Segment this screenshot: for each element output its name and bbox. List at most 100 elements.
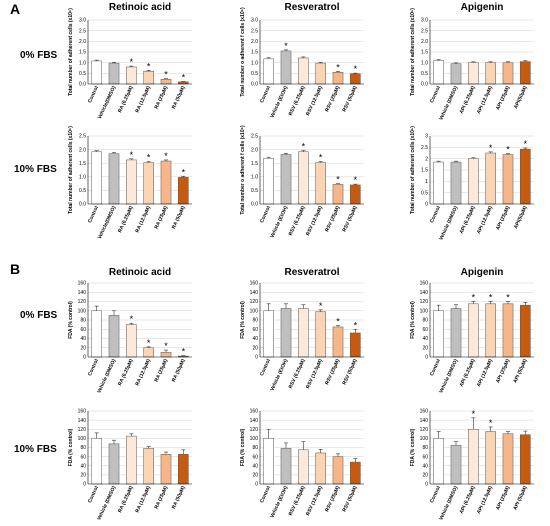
x-tick-label: Vehicle(DMSO): [97, 85, 118, 120]
bar: [433, 161, 444, 205]
chart-a-1-2: 0 0.5 1 1.5 2 2.5 3 Total number of adherent ce…: [410, 126, 534, 241]
bar: [468, 62, 479, 85]
bar: [485, 62, 496, 85]
y-tick-label: 0.5: [251, 71, 258, 77]
y-tick-label: 1.5: [251, 161, 258, 167]
chart-title: Resveratrol: [284, 2, 339, 13]
x-tick-label: API (6.25µM): [459, 205, 477, 235]
y-tick-label: 2.0: [251, 147, 258, 153]
y-axis-label: FDA (% control): [68, 428, 74, 466]
x-tick-label: RA (6.25µM): [117, 485, 135, 514]
bar: [332, 72, 344, 85]
y-tick-label: 160: [420, 281, 429, 287]
x-tick-label: API (12.5µM): [476, 85, 494, 115]
y-tick-label: 1.0: [251, 60, 258, 66]
bar: [178, 177, 189, 205]
bar: [450, 308, 462, 358]
x-tick-label: Vehicle (EtOH): [269, 205, 289, 239]
y-tick-label: 0: [425, 355, 428, 361]
bar: [91, 438, 102, 485]
significance-star: *: [164, 70, 168, 80]
y-tick-label: 1.5: [251, 50, 258, 56]
y-tick-label: 0: [255, 482, 258, 488]
y-tick-label: 1.0: [421, 60, 428, 66]
x-tick-label: Control: [429, 358, 442, 377]
chart-b-0-1: Resveratrol 0 20 40 60 80 100 120 140 160 FDA (% c…: [240, 267, 364, 392]
x-tick-label: RSV (50µM): [342, 485, 359, 513]
bar: [160, 160, 172, 205]
y-tick-label: 0: [83, 482, 86, 488]
bar: [520, 434, 531, 485]
x-tick-label: RSV (50µM): [342, 85, 359, 113]
bar: [108, 315, 120, 358]
y-axis-label: FDA (% control): [68, 301, 74, 339]
y-tick-label: 80: [80, 445, 86, 451]
y-tick-label: 1.0: [79, 60, 86, 66]
row-label-a-1: 10% FBS: [14, 164, 57, 175]
y-tick-label: 1.0: [79, 175, 86, 181]
y-tick-label: 2.0: [79, 39, 86, 45]
x-tick-label: RSV (12.5µM): [305, 205, 324, 237]
chart-b-1-0: 0 20 40 60 80 100 120 140 160 FDA (% control) Cont…: [68, 409, 192, 521]
bar: [126, 324, 137, 358]
chart-a-1-0: 0.0 0.5 1.0 1.5 2.0 2.5 Total number of adhere…: [68, 126, 192, 240]
bar: [298, 308, 309, 358]
chart-b-0-2: Apigenin 0 20 40 60 80 100 120 140 160 FDA (% cont…: [410, 267, 534, 394]
y-tick-label: 0.5: [421, 71, 428, 77]
y-tick-label: 3: [425, 134, 428, 140]
x-tick-label: API (50µM): [512, 358, 528, 384]
significance-star: *: [130, 57, 134, 67]
y-tick-label: 0: [425, 202, 428, 208]
bar: [502, 62, 514, 85]
y-tick-label: 140: [78, 290, 87, 296]
x-tick-label: API (25µM): [495, 85, 511, 111]
y-tick-label: 0.0: [251, 202, 258, 208]
x-tick-label: RSV (12.5µM): [305, 85, 324, 117]
x-tick-label: API (12.5µM): [476, 485, 494, 515]
bar: [350, 73, 361, 85]
bar: [298, 449, 309, 485]
charts-layer: Retinoic acid 0.0 0.5 1.0 1.5 2.0 2.5 3.0 Total …: [68, 2, 534, 521]
y-tick-label: 160: [250, 409, 259, 415]
significance-star: *: [147, 338, 151, 348]
chart-b-1-2: 0 20 40 60 80 100 120 140 160 FDA (% control) Cont…: [410, 409, 534, 521]
bar: [143, 162, 154, 205]
x-tick-label: Vehicle (EtOH): [269, 485, 289, 519]
y-tick-label: 1.5: [79, 161, 86, 167]
significance-star: *: [489, 293, 493, 303]
bar: [91, 310, 102, 358]
y-tick-label: 40: [252, 336, 258, 342]
x-tick-label: API(50µM): [513, 205, 529, 230]
chart-title: Retinoic acid: [109, 2, 171, 13]
x-tick-label: Vehicle (DMSO): [96, 485, 117, 521]
x-tick-label: Control: [259, 485, 272, 504]
x-tick-label: RA (12.5µM): [134, 358, 152, 387]
significance-star: *: [354, 320, 358, 330]
y-tick-label: 120: [78, 299, 87, 305]
y-tick-label: 160: [78, 409, 87, 415]
y-tick-label: 140: [250, 290, 259, 296]
bar: [502, 433, 514, 485]
significance-star: *: [472, 293, 476, 303]
x-tick-label: RSV (12.5µM): [305, 485, 324, 517]
chart-b-0-0: Retinoic acid 0 20 40 60 80 100 120 140 160 FDA (%…: [68, 267, 192, 394]
y-axis-label: FDA (% control): [240, 301, 246, 339]
x-tick-label: Control: [259, 85, 272, 104]
panel-letter-b: B: [10, 261, 20, 277]
bar: [450, 63, 462, 85]
x-tick-label: RA (25µM): [154, 205, 170, 230]
x-tick-label: Control: [429, 205, 442, 224]
bar: [143, 347, 154, 358]
bar: [315, 62, 326, 85]
y-tick-label: 0: [425, 482, 428, 488]
bar: [263, 158, 274, 205]
x-tick-label: API (6.25µM): [459, 485, 477, 515]
y-axis-label: Total number of adherent cells (x10⁵): [68, 8, 74, 96]
y-tick-label: 2.5: [421, 28, 428, 34]
significance-star: *: [182, 72, 186, 82]
x-tick-label: RA (6.25µM): [117, 205, 135, 234]
bar: [520, 61, 531, 85]
y-tick-label: 0.0: [79, 202, 86, 208]
y-axis-label: FDA (% control): [410, 428, 416, 466]
y-tick-label: 3.0: [79, 18, 86, 24]
